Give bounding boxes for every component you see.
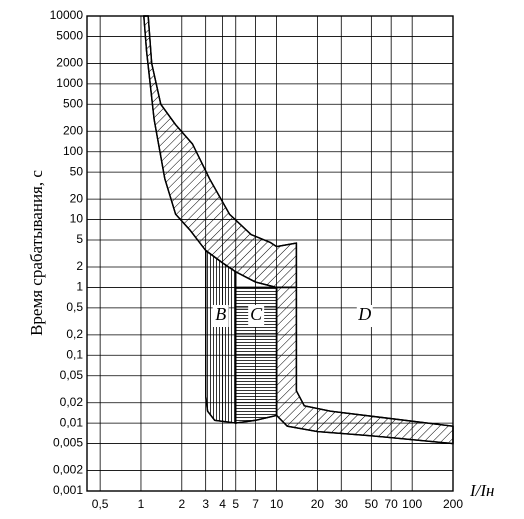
plot-frame	[86, 15, 454, 492]
x-tick-label: 2	[178, 497, 185, 511]
x-tick-label: 1	[138, 497, 145, 511]
series-label: C	[250, 304, 263, 324]
x-axis-title: I/Iн	[469, 481, 494, 500]
y-axis-title: Время срабатывания, с	[27, 170, 46, 336]
x-tick-label: 5	[232, 497, 239, 511]
y-tick-label: 100	[63, 144, 83, 158]
band-outline	[235, 286, 278, 424]
x-tick-label: 10	[270, 497, 284, 511]
x-tick-label: 20	[311, 497, 325, 511]
x-tick-label: 7	[252, 497, 259, 511]
x-tick-label: 4	[219, 497, 226, 511]
y-tick-label: 5000	[56, 29, 83, 43]
y-tick-label: 10000	[50, 8, 84, 22]
x-tick-label: 100	[402, 497, 422, 511]
x-tick-label: 200	[443, 497, 463, 511]
y-tick-label: 2000	[56, 56, 83, 70]
y-tick-label: 0,002	[53, 463, 83, 477]
y-tick-label: 1000	[56, 76, 83, 90]
y-tick-label: 0,005	[53, 436, 83, 450]
label-background	[212, 305, 229, 327]
y-tick-label: 50	[70, 164, 84, 178]
y-tick-label: 0,02	[60, 395, 84, 409]
band-outline	[205, 249, 237, 424]
x-tick-label: 0,5	[92, 497, 109, 511]
y-tick-label: 0,001	[53, 483, 83, 497]
y-tick-label: 0,05	[60, 368, 84, 382]
label-background	[356, 305, 373, 327]
y-tick-label: 0,1	[66, 347, 83, 361]
series-label: B	[215, 304, 226, 324]
y-tick-label: 20	[70, 191, 84, 205]
label-background	[248, 305, 265, 327]
y-tick-label: 10	[70, 212, 84, 226]
x-tick-label: 30	[335, 497, 349, 511]
y-tick-label: 0,01	[60, 415, 84, 429]
x-tick-label: 70	[384, 497, 398, 511]
y-tick-label: 2	[76, 259, 83, 273]
series-label: D	[357, 304, 371, 324]
x-tick-label: 50	[365, 497, 379, 511]
y-tick-label: 500	[63, 96, 83, 110]
y-tick-label: 5	[76, 232, 83, 246]
y-tick-label: 0,5	[66, 300, 83, 314]
band	[205, 249, 237, 424]
y-tick-label: 1	[76, 280, 83, 294]
y-tick-label: 0,2	[66, 327, 83, 341]
y-tick-label: 200	[63, 123, 83, 137]
x-tick-label: 3	[202, 497, 209, 511]
